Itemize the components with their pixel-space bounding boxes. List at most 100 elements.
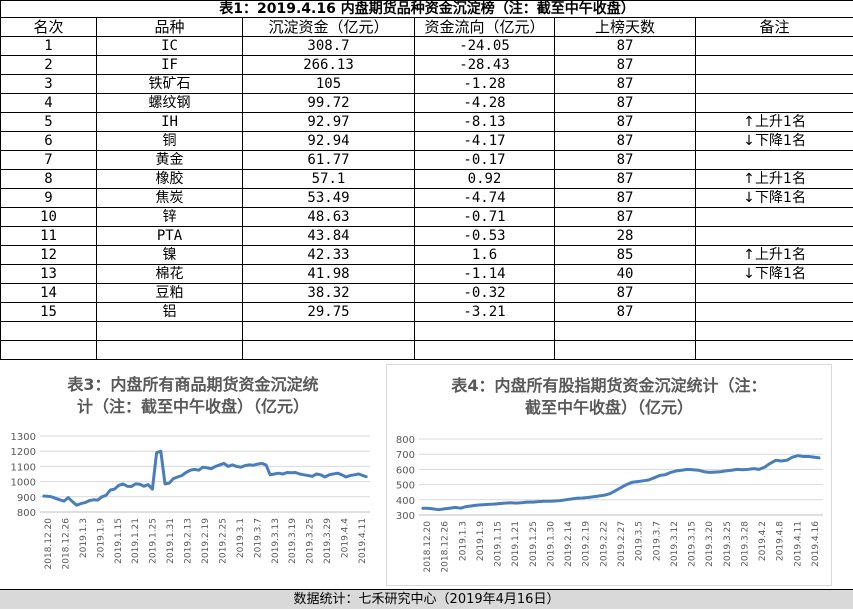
x-tick-label: 2019.3.19: [288, 518, 298, 564]
data-point: [189, 469, 191, 471]
data-point: [354, 474, 356, 476]
empty-cell: [415, 322, 555, 341]
data-point: [582, 497, 584, 499]
rank-cell: 9: [1, 189, 97, 208]
data-point: [797, 455, 799, 457]
note-cell: [696, 56, 853, 75]
rank-cell: 12: [1, 246, 97, 265]
data-point: [265, 464, 267, 466]
data-point: [675, 470, 677, 472]
x-tick-label: 2019.1.31: [166, 518, 176, 564]
data-point: [460, 507, 462, 509]
data-point: [88, 500, 90, 502]
data-point: [118, 485, 120, 487]
x-tick-label: 2019.4.11: [793, 521, 803, 567]
data-point: [206, 467, 208, 469]
x-tick-label: 2019.3.20: [705, 521, 715, 567]
capital-cell: 92.97: [243, 113, 415, 132]
capital-cell: 38.32: [243, 284, 415, 303]
capital-cell: 105: [243, 75, 415, 94]
rank-cell: 14: [1, 284, 97, 303]
note-cell: ↓下降1名: [696, 189, 853, 208]
data-point: [236, 466, 238, 468]
data-point: [333, 473, 335, 475]
data-point: [362, 475, 364, 477]
data-point: [664, 474, 666, 476]
data-point: [526, 501, 528, 503]
data-point: [152, 488, 154, 490]
capital-cell: 42.33: [243, 246, 415, 265]
variety-cell: PTA: [97, 227, 243, 246]
data-point: [135, 483, 137, 485]
data-point: [93, 499, 95, 501]
data-point: [290, 472, 292, 474]
data-point: [438, 509, 440, 511]
data-point: [521, 502, 523, 504]
days-cell: 87: [555, 284, 696, 303]
data-point: [758, 469, 760, 471]
data-point: [504, 502, 506, 504]
data-point: [465, 506, 467, 508]
data-point: [215, 466, 217, 468]
variety-cell: 铝: [97, 303, 243, 322]
data-point: [324, 476, 326, 478]
note-cell: [696, 151, 853, 170]
data-point: [615, 490, 617, 492]
arrow-up-icon: ↑: [743, 247, 755, 263]
data-point: [587, 497, 589, 499]
days-cell: 87: [555, 189, 696, 208]
flow-cell: -4.28: [415, 94, 555, 113]
y-tick-label: 300: [396, 511, 415, 522]
x-tick-label: 2019.3.28: [740, 521, 750, 567]
days-cell: 28: [555, 227, 696, 246]
note-text: 上升1名: [755, 247, 806, 263]
y-tick-label: 1000: [11, 478, 36, 489]
header-variety: 品种: [97, 18, 243, 37]
flow-cell: 1.6: [415, 246, 555, 265]
data-point: [786, 459, 788, 461]
flow-cell: -24.05: [415, 37, 555, 56]
data-point: [341, 474, 343, 476]
data-point: [626, 484, 628, 486]
data-point: [593, 496, 595, 498]
empty-cell: [696, 341, 853, 360]
data-point: [792, 456, 794, 458]
x-tick-label: 2019.2.13: [184, 518, 194, 564]
flow-cell: -4.17: [415, 132, 555, 151]
data-point: [253, 464, 255, 466]
capital-cell: 48.63: [243, 208, 415, 227]
x-tick-label: 2019.1.9: [476, 521, 486, 561]
data-point: [181, 475, 183, 477]
x-tick-label: 2019.4.8: [776, 521, 786, 561]
days-cell: 87: [555, 151, 696, 170]
ranking-table-area: 表1：2019.4.16 内盘期货品种资金沉淀榜（注：截至中午收盘） 名次 品种…: [0, 0, 853, 362]
data-point: [443, 508, 445, 510]
data-point: [543, 501, 545, 503]
days-cell: 87: [555, 75, 696, 94]
x-tick-label: 2019.2.22: [599, 521, 609, 567]
x-tick-label: 2019.1.15: [114, 518, 124, 564]
note-cell: ↑上升1名: [696, 113, 853, 132]
x-tick-label: 2019.3.29: [323, 518, 333, 564]
flow-cell: -1.14: [415, 265, 555, 284]
empty-cell: [1, 322, 97, 341]
y-tick-label: 400: [396, 496, 415, 507]
data-point: [59, 499, 61, 501]
data-point: [598, 495, 600, 497]
x-tick-label: 2019.2.27: [617, 521, 627, 567]
footer-source: 数据统计：七禾研究中心（2019年4月16日）: [0, 589, 853, 609]
data-point: [299, 473, 301, 475]
note-cell: ↓下降1名: [696, 132, 853, 151]
arrow-down-icon: ↓: [743, 133, 755, 149]
x-tick-label: 2018.12.20: [423, 521, 433, 573]
rank-cell: 4: [1, 94, 97, 113]
variety-cell: 棉花: [97, 265, 243, 284]
data-point: [725, 470, 727, 472]
variety-cell: 黄金: [97, 151, 243, 170]
data-point: [286, 472, 288, 474]
rank-cell: 6: [1, 132, 97, 151]
note-text: 上升1名: [755, 171, 806, 187]
variety-cell: 豆粕: [97, 284, 243, 303]
flow-cell: -0.32: [415, 284, 555, 303]
